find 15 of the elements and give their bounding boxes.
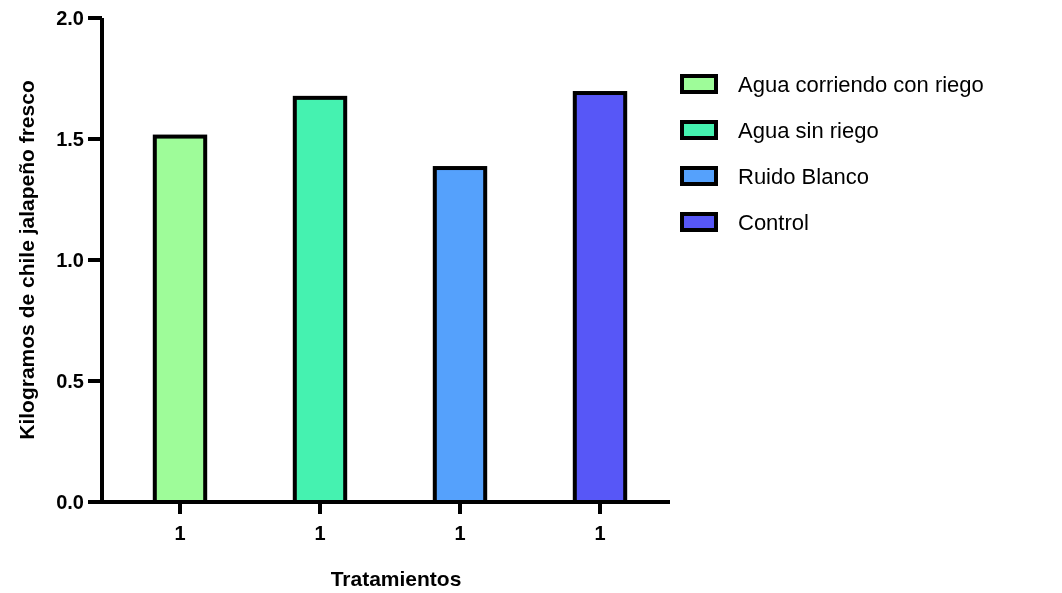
x-tick-label: 1 <box>314 522 326 544</box>
y-tick-label: 0.5 <box>56 370 84 392</box>
y-tick-label: 1.5 <box>56 128 84 150</box>
x-tick-label: 1 <box>454 522 466 544</box>
legend-label: Control <box>738 209 809 235</box>
legend-label: Agua corriendo con riego <box>738 71 984 97</box>
y-tick-label: 1.0 <box>56 249 84 271</box>
x-tick-label: 1 <box>174 522 186 544</box>
x-axis-title: Tratamientos <box>330 567 462 590</box>
legend-label: Ruido Blanco <box>738 163 869 189</box>
x-tick-label: 1 <box>594 522 606 544</box>
legend-label: Agua sin riego <box>738 117 879 143</box>
y-axis-title: Kilogramos de chile jalapeño fresco <box>15 80 38 440</box>
y-tick-label: 0.0 <box>56 491 84 513</box>
y-tick-label: 2.0 <box>56 7 84 29</box>
